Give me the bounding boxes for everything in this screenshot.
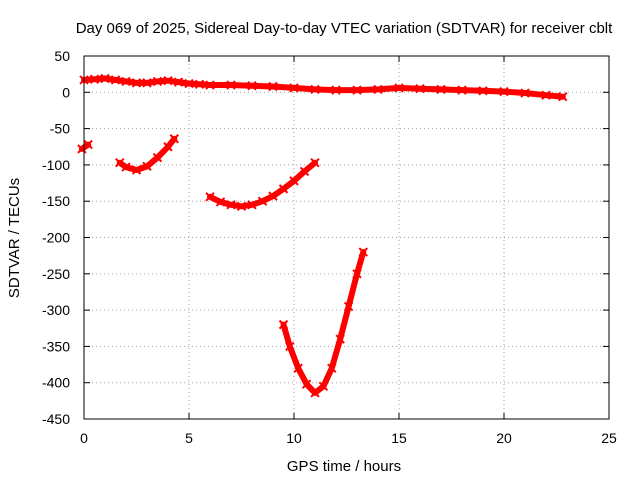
plot-frame bbox=[83, 55, 610, 420]
data-point bbox=[194, 79, 205, 90]
data-point bbox=[278, 184, 289, 194]
y-tick-label: 50 bbox=[54, 48, 70, 64]
data-point bbox=[373, 84, 383, 95]
data-point bbox=[415, 83, 425, 94]
axes: 0 5 10 15 20 25 50 0 -50 -100 -150 -200 -250 -300 -350… bbox=[42, 48, 617, 446]
x-tick-label: 20 bbox=[496, 430, 512, 446]
data-point bbox=[110, 75, 121, 85]
data-point bbox=[215, 197, 226, 207]
x-tick-label: 25 bbox=[601, 430, 617, 446]
data-point bbox=[247, 200, 257, 210]
data-point bbox=[335, 334, 345, 344]
y-tick-label: 0 bbox=[62, 84, 70, 100]
data-point bbox=[285, 341, 295, 352]
data-point bbox=[478, 86, 488, 96]
data-point bbox=[173, 77, 184, 87]
data-point bbox=[289, 83, 299, 93]
y-tick-label: -400 bbox=[42, 375, 70, 391]
x-axis-label: GPS time / hours bbox=[287, 458, 401, 475]
data-point bbox=[114, 158, 125, 168]
y-tick-label: -250 bbox=[42, 266, 70, 282]
y-tick-label: -300 bbox=[42, 302, 70, 318]
data-point bbox=[184, 78, 194, 89]
data-point bbox=[499, 86, 509, 97]
data-point bbox=[247, 81, 257, 91]
data-point bbox=[278, 319, 289, 330]
data-point bbox=[226, 80, 236, 90]
data-point bbox=[541, 90, 551, 100]
data-point bbox=[310, 388, 320, 398]
data-point bbox=[257, 196, 268, 206]
data-point bbox=[121, 76, 131, 87]
data-point bbox=[226, 200, 236, 210]
data-point bbox=[310, 158, 320, 168]
data-point bbox=[358, 247, 369, 257]
data-point bbox=[299, 166, 310, 177]
data-point bbox=[142, 161, 152, 172]
data-point bbox=[205, 80, 215, 90]
data-point bbox=[169, 134, 180, 144]
data-point bbox=[457, 85, 467, 95]
data-point bbox=[100, 73, 110, 84]
y-axis-label: SDTVAR / TECUs bbox=[6, 178, 23, 298]
data-trace-4 bbox=[207, 159, 318, 210]
x-tick-label: 5 bbox=[185, 430, 193, 446]
data-point bbox=[301, 379, 312, 389]
data-point bbox=[131, 165, 142, 175]
chart-title: Day 069 of 2025, Sidereal Day-to-day VTE… bbox=[76, 20, 613, 37]
data-point bbox=[142, 78, 152, 88]
y-tick-label: -150 bbox=[42, 193, 70, 209]
data-point bbox=[352, 85, 362, 95]
data-point bbox=[343, 301, 354, 312]
data-point bbox=[327, 363, 337, 373]
data-series bbox=[77, 73, 568, 398]
data-point bbox=[152, 152, 163, 163]
data-point bbox=[236, 201, 247, 211]
data-point bbox=[310, 84, 320, 95]
x-tick-label: 0 bbox=[80, 430, 88, 446]
data-point bbox=[152, 76, 163, 87]
data-point bbox=[394, 83, 404, 93]
data-point bbox=[163, 142, 173, 152]
data-point bbox=[318, 381, 329, 392]
x-tick-label: 10 bbox=[286, 430, 302, 446]
data-point bbox=[268, 81, 278, 92]
data-trace-1 bbox=[81, 75, 566, 100]
data-point bbox=[77, 144, 87, 154]
data-point bbox=[131, 78, 142, 88]
y-tick-label: -350 bbox=[42, 338, 70, 354]
data-point bbox=[331, 85, 341, 95]
grid bbox=[84, 56, 609, 419]
data-point bbox=[205, 192, 215, 202]
data-point bbox=[293, 363, 303, 373]
data-point bbox=[352, 269, 362, 279]
data-point bbox=[89, 74, 100, 84]
data-point bbox=[289, 176, 299, 186]
data-point bbox=[436, 84, 446, 95]
y-tick-label: -450 bbox=[42, 411, 70, 427]
data-point bbox=[83, 139, 93, 150]
x-tick-label: 15 bbox=[391, 430, 407, 446]
data-point bbox=[520, 88, 530, 98]
data-point bbox=[121, 162, 131, 172]
data-point bbox=[558, 91, 568, 102]
y-tick-label: -100 bbox=[42, 157, 70, 173]
data-point bbox=[163, 75, 173, 86]
data-point bbox=[268, 191, 278, 201]
y-tick-label: -50 bbox=[50, 121, 70, 137]
y-tick-label: -200 bbox=[42, 230, 70, 246]
